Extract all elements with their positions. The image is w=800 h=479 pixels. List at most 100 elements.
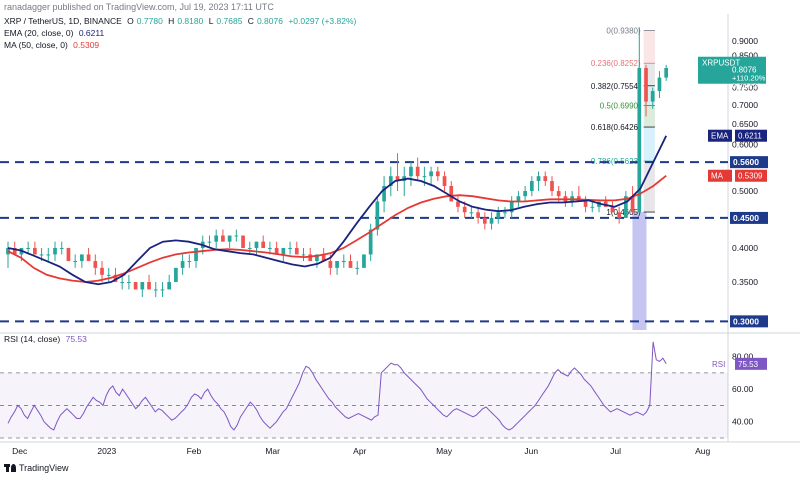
candle-body (442, 176, 447, 186)
rsi-tag-name: RSI (712, 360, 725, 369)
candle-body (93, 261, 98, 268)
price-tick-label: 0.6500 (732, 119, 758, 129)
candle-body (462, 206, 467, 213)
candle-body (315, 254, 319, 262)
header-bar: ranadagger published on TradingView.com,… (0, 0, 800, 14)
low-label: L (208, 16, 214, 26)
candle-body (590, 206, 595, 208)
time-tick-label: Jun (524, 446, 538, 456)
candle-body (254, 241, 259, 248)
price-tick-label: 0.3500 (732, 277, 758, 287)
candle-body (120, 282, 125, 284)
tradingview-logo-icon (4, 464, 16, 472)
support-resistance-lines (0, 161, 728, 323)
candle-body (482, 217, 487, 224)
candle-body (321, 254, 326, 262)
candle-body (301, 254, 306, 256)
ema-price-tag-box (735, 129, 767, 142)
fib-zone-1 (643, 63, 655, 86)
ema-label: EMA (20, close, 0) (4, 28, 74, 38)
ma-price-tag-name: MA (711, 172, 724, 181)
rsi-tick-label: 40.00 (732, 417, 754, 427)
price-tick-label: 0.7500 (732, 83, 758, 93)
candle-body (66, 247, 71, 262)
rsi-tick-label: 60.00 (732, 384, 754, 394)
candle-body (610, 206, 615, 213)
candles (6, 27, 669, 298)
high-value: 0.8180 (177, 16, 204, 26)
candle-body (650, 91, 655, 102)
rsi-tag-box (735, 357, 767, 370)
xrp-price-tag-name: XRPUSDT (702, 59, 740, 68)
candle-body (624, 196, 628, 218)
time-tick-label: Dec (12, 446, 28, 456)
ema20-line (7, 135, 668, 286)
ma-price-tag-value: 0.5309 (738, 172, 763, 181)
fibonacci-retracement: 0(0.9380) 0.236(0.8252) 0.382(0.7554) 0.5(0… (591, 27, 655, 217)
price-tick-label: 0.8500 (732, 51, 758, 61)
candle-body (529, 181, 534, 192)
candle-body (435, 171, 440, 177)
candle-body (630, 196, 635, 213)
overlay-bands (0, 212, 728, 439)
level-tag-box-2 (730, 315, 768, 328)
candle-body (281, 247, 286, 255)
candle-body (348, 261, 353, 268)
candle-body (476, 212, 480, 218)
candle-body (234, 235, 239, 237)
candle-body (153, 289, 158, 291)
price-tags: XRPUSDT0.8076+110.20%06:48:200.6211EMA0.… (698, 56, 767, 370)
candle-body (6, 247, 10, 255)
rsi-value: 75.53 (65, 334, 87, 344)
candle-body (617, 212, 621, 218)
ema-value: 0.6211 (78, 28, 105, 38)
fib-zone-3 (643, 105, 655, 128)
change-value: +0.0297 (+3.82%) (288, 16, 357, 26)
candle-body (261, 241, 266, 248)
candle-body (469, 212, 474, 214)
candle-body (194, 247, 198, 262)
candle-body (664, 67, 669, 78)
candle-body (26, 247, 30, 249)
rsi-tick-label: 80.00 (732, 352, 754, 362)
fib-label-1: 0.236(0.8252) (591, 59, 641, 68)
candle-body (294, 247, 299, 255)
candle-body (543, 176, 548, 182)
candle-body (422, 176, 427, 178)
candle-body (429, 171, 433, 177)
candle-body (33, 247, 37, 255)
candle-body (174, 267, 178, 283)
candle-body (409, 166, 413, 177)
tradingview-brand: TradingView (19, 463, 69, 473)
candle-body (39, 254, 44, 256)
level-tag-box-0 (730, 156, 768, 169)
candle-body (583, 201, 588, 207)
candle-body (388, 176, 393, 186)
fib-label-4: 0.618(0.6426) (591, 123, 641, 132)
pane-backgrounds (0, 14, 800, 443)
candle-body (556, 191, 561, 197)
fib-label-0: 0(0.9380) (606, 27, 641, 36)
moving-averages (7, 135, 668, 286)
ema-price-tag-name: EMA (711, 132, 729, 141)
candle-body (335, 261, 339, 268)
candle-body (221, 235, 225, 242)
open-value: 0.7780 (136, 16, 163, 26)
time-tick-label: Mar (265, 446, 280, 456)
candle-body (167, 282, 172, 290)
xrp-price-tag-value: 0.8076 (732, 66, 757, 75)
fib-zone-5 (643, 161, 655, 213)
candle-body (503, 212, 507, 214)
tradingview-footer: TradingView (4, 463, 69, 473)
price-tick-label: 0.6000 (732, 140, 758, 150)
candle-body (207, 241, 212, 243)
candle-body (362, 254, 366, 268)
candle-body (516, 196, 521, 202)
fib-zone-4 (643, 127, 655, 162)
candle-body (180, 261, 185, 268)
candle-body (140, 282, 145, 290)
candle-body (637, 67, 642, 213)
ema-price-tag-value: 0.6211 (738, 132, 762, 141)
candle-body (415, 166, 420, 177)
